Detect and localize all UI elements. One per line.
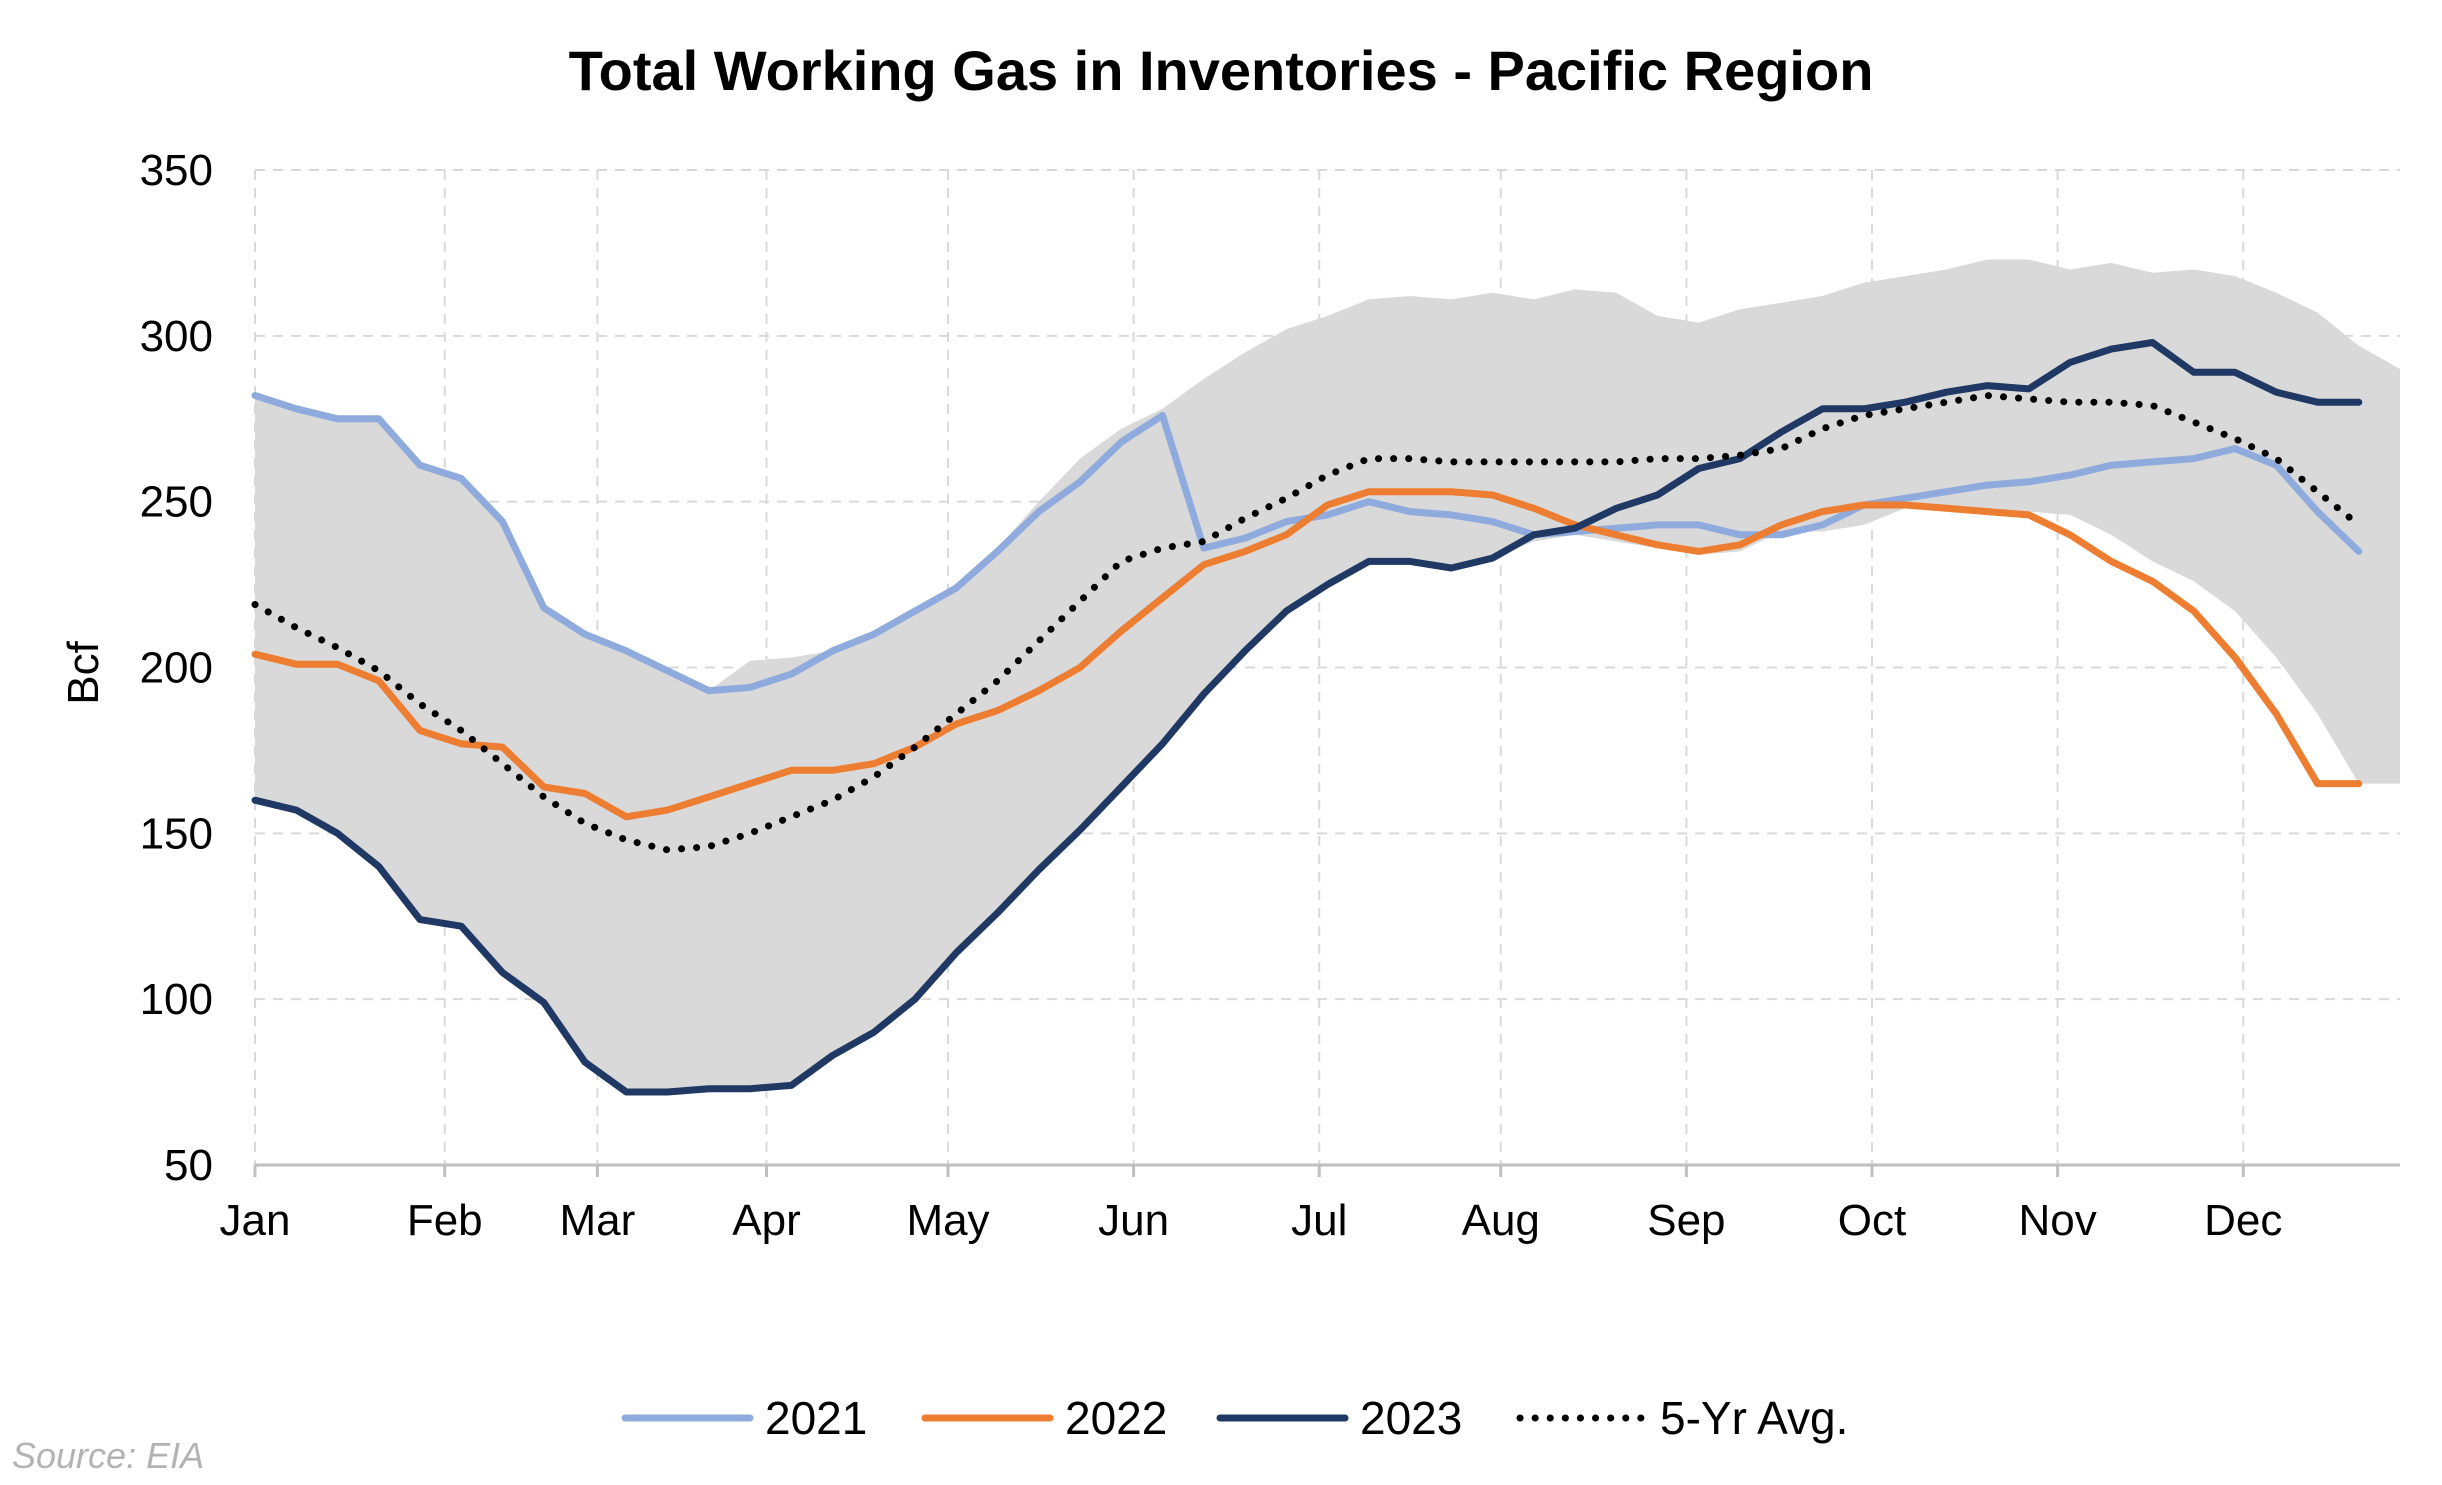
y-tick-label: 100 (140, 975, 213, 1024)
x-tick-labels: Jan Feb Mar Apr May Jun Jul Aug Sep Oct Nov Dec (220, 1196, 2283, 1245)
y-tick-label: 200 (140, 644, 213, 693)
legend-label-2021: 2021 (765, 1392, 867, 1444)
x-tick-label: Jul (1291, 1196, 1347, 1245)
legend-label-2022: 2022 (1065, 1392, 1167, 1444)
x-tick-label: Sep (1647, 1196, 1725, 1245)
x-tick-label: Feb (407, 1196, 483, 1245)
chart-title: Total Working Gas in Inventories - Pacif… (569, 39, 1874, 102)
legend: 2021 2022 2023 5-Yr Avg. (621, 1392, 1848, 1444)
series-line-2023 (251, 339, 2363, 1096)
x-tick-label: Dec (2204, 1196, 2282, 1245)
y-tick-label: 350 (140, 146, 213, 195)
x-tick-label: May (906, 1196, 989, 1245)
x-tick-label: Apr (732, 1196, 800, 1245)
y-axis-label: Bcf (59, 640, 108, 704)
x-tick-label: Mar (559, 1196, 635, 1245)
source-note: Source: EIA (12, 1435, 204, 1476)
x-tick-label: Oct (1838, 1196, 1906, 1245)
x-tick-label: Jun (1098, 1196, 1169, 1245)
range-band (255, 259, 2400, 1092)
y-tick-label: 150 (140, 809, 213, 858)
x-tick-label: Aug (1462, 1196, 1540, 1245)
axes (253, 1163, 2400, 1177)
series-lines (251, 339, 2363, 1096)
x-tick-label: Jan (220, 1196, 291, 1245)
y-tick-label: 300 (140, 312, 213, 361)
series-line-2022 (251, 488, 2363, 821)
y-tick-labels: 50 100 150 200 250 300 350 (140, 146, 213, 1190)
y-tick-label: 250 (140, 478, 213, 527)
range-band-area (255, 259, 2400, 1092)
legend-label-2023: 2023 (1360, 1392, 1462, 1444)
legend-label-5-yr-avg: 5-Yr Avg. (1660, 1392, 1848, 1444)
x-tick-label: Nov (2019, 1196, 2097, 1245)
y-tick-label: 50 (164, 1141, 213, 1190)
series-line-5-yr-avg (251, 392, 2363, 854)
